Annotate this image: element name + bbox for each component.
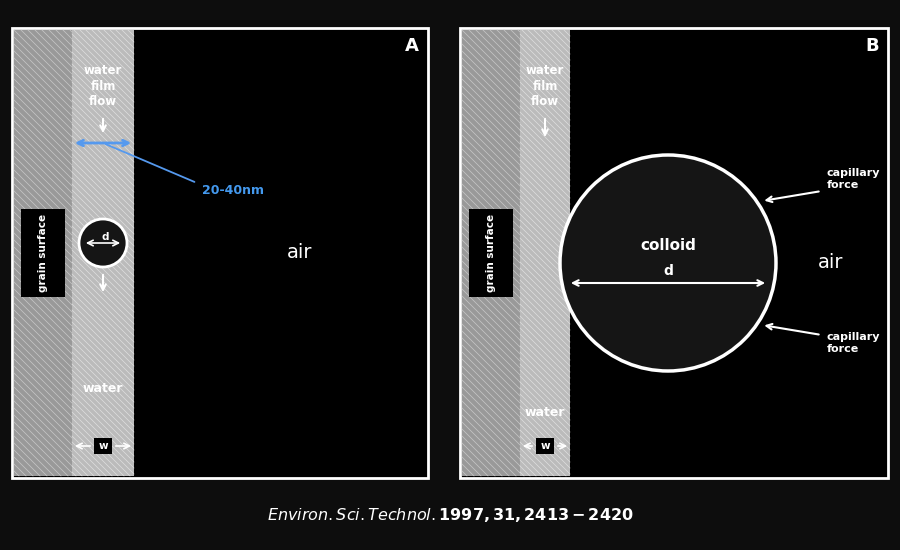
Text: grain surface: grain surface [486,214,496,292]
Text: capillary
force: capillary force [826,168,880,190]
Bar [536,438,554,454]
Text: 20-40nm: 20-40nm [202,184,264,197]
Text: colloid: colloid [640,238,696,252]
Bar [460,28,888,478]
Text: air: air [818,254,844,272]
Circle shape [79,219,127,267]
Bar [469,209,513,297]
Text: water: water [83,382,123,394]
Text: air: air [287,244,313,262]
Bar [520,30,570,476]
Circle shape [560,155,776,371]
Text: B: B [865,37,878,55]
Text: d: d [663,264,673,278]
Text: water: water [525,406,565,420]
Text: w: w [540,441,550,451]
Text: A: A [405,37,418,55]
Text: water
film
flow: water film flow [526,64,564,108]
Text: d: d [101,232,109,242]
Text: $\it{Environ. Sci. Technol.}$$\bf{ 1997, 31, 2413-2420}$: $\it{Environ. Sci. Technol.}$$\bf{ 1997,… [266,506,634,524]
Bar [94,438,112,454]
Bar [462,30,520,476]
Bar [72,30,134,476]
Text: grain surface: grain surface [38,214,48,292]
Bar [21,209,65,297]
Bar [12,28,428,478]
Text: water
film
flow: water film flow [84,64,122,108]
Text: w: w [98,441,108,451]
Text: capillary
force: capillary force [826,332,880,354]
Bar [14,30,72,476]
